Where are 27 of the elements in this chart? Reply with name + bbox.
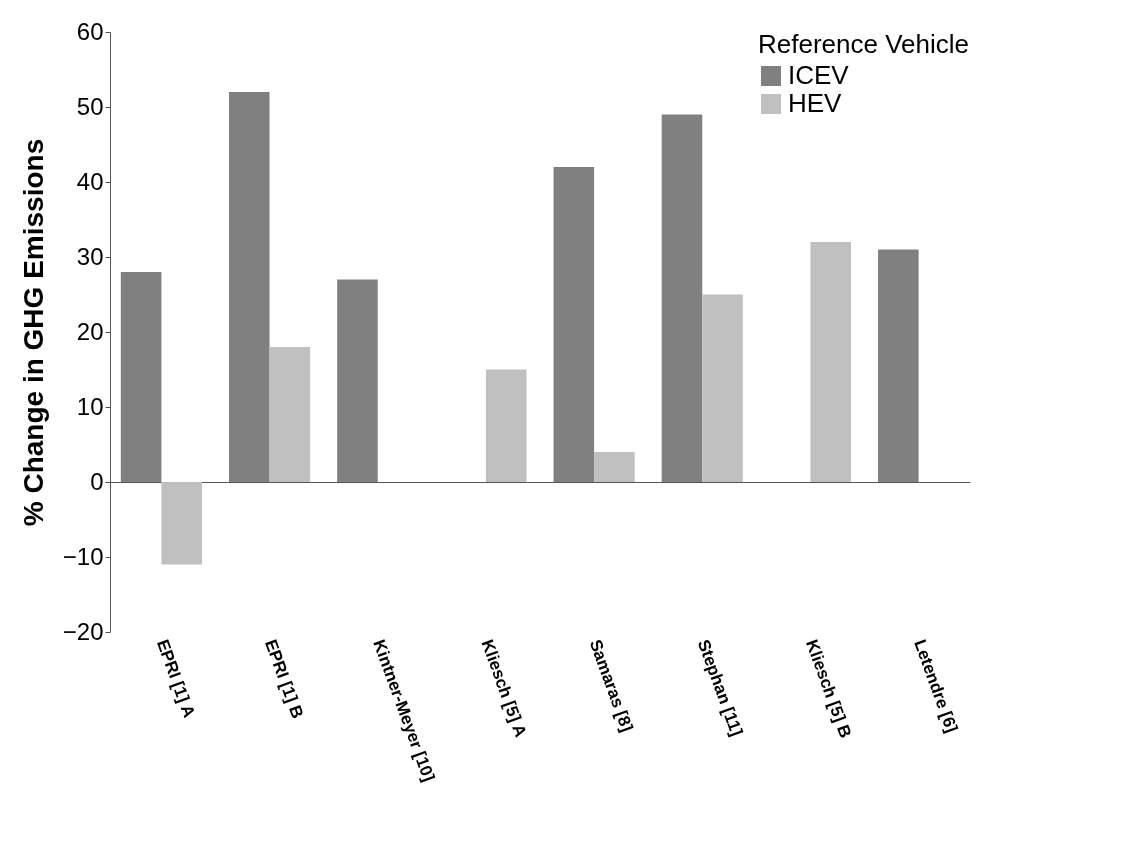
bar	[337, 279, 378, 482]
bar	[485, 369, 527, 482]
y-tick-label: 50	[76, 92, 104, 120]
legend-title: Reference Vehicle	[758, 29, 970, 59]
bar	[120, 272, 162, 482]
bar	[161, 482, 202, 565]
bar	[702, 294, 743, 482]
y-tick-label: 30	[76, 242, 104, 270]
bar	[553, 167, 595, 482]
legend-label: ICEV	[788, 60, 850, 90]
y-tick-label: 20	[76, 317, 104, 345]
y-tick-label: 10	[76, 392, 104, 420]
y-tick-label: 0	[90, 467, 104, 495]
y-tick-label: 40	[76, 167, 104, 195]
x-tick-label: EPRI [1] B	[261, 637, 308, 721]
bar	[228, 92, 270, 482]
y-axis-title: % Change in GHG Emissions	[17, 138, 49, 527]
y-tick-label: −10	[62, 542, 104, 570]
bar	[661, 114, 703, 482]
x-tick-label: EPRI [1] A	[152, 637, 199, 721]
y-tick-label: 60	[76, 17, 104, 45]
legend-label: HEV	[788, 88, 843, 118]
bar	[594, 452, 635, 482]
bar	[878, 249, 919, 482]
bar	[810, 242, 852, 482]
y-tick-label: −20	[62, 617, 104, 645]
bar	[269, 347, 311, 482]
